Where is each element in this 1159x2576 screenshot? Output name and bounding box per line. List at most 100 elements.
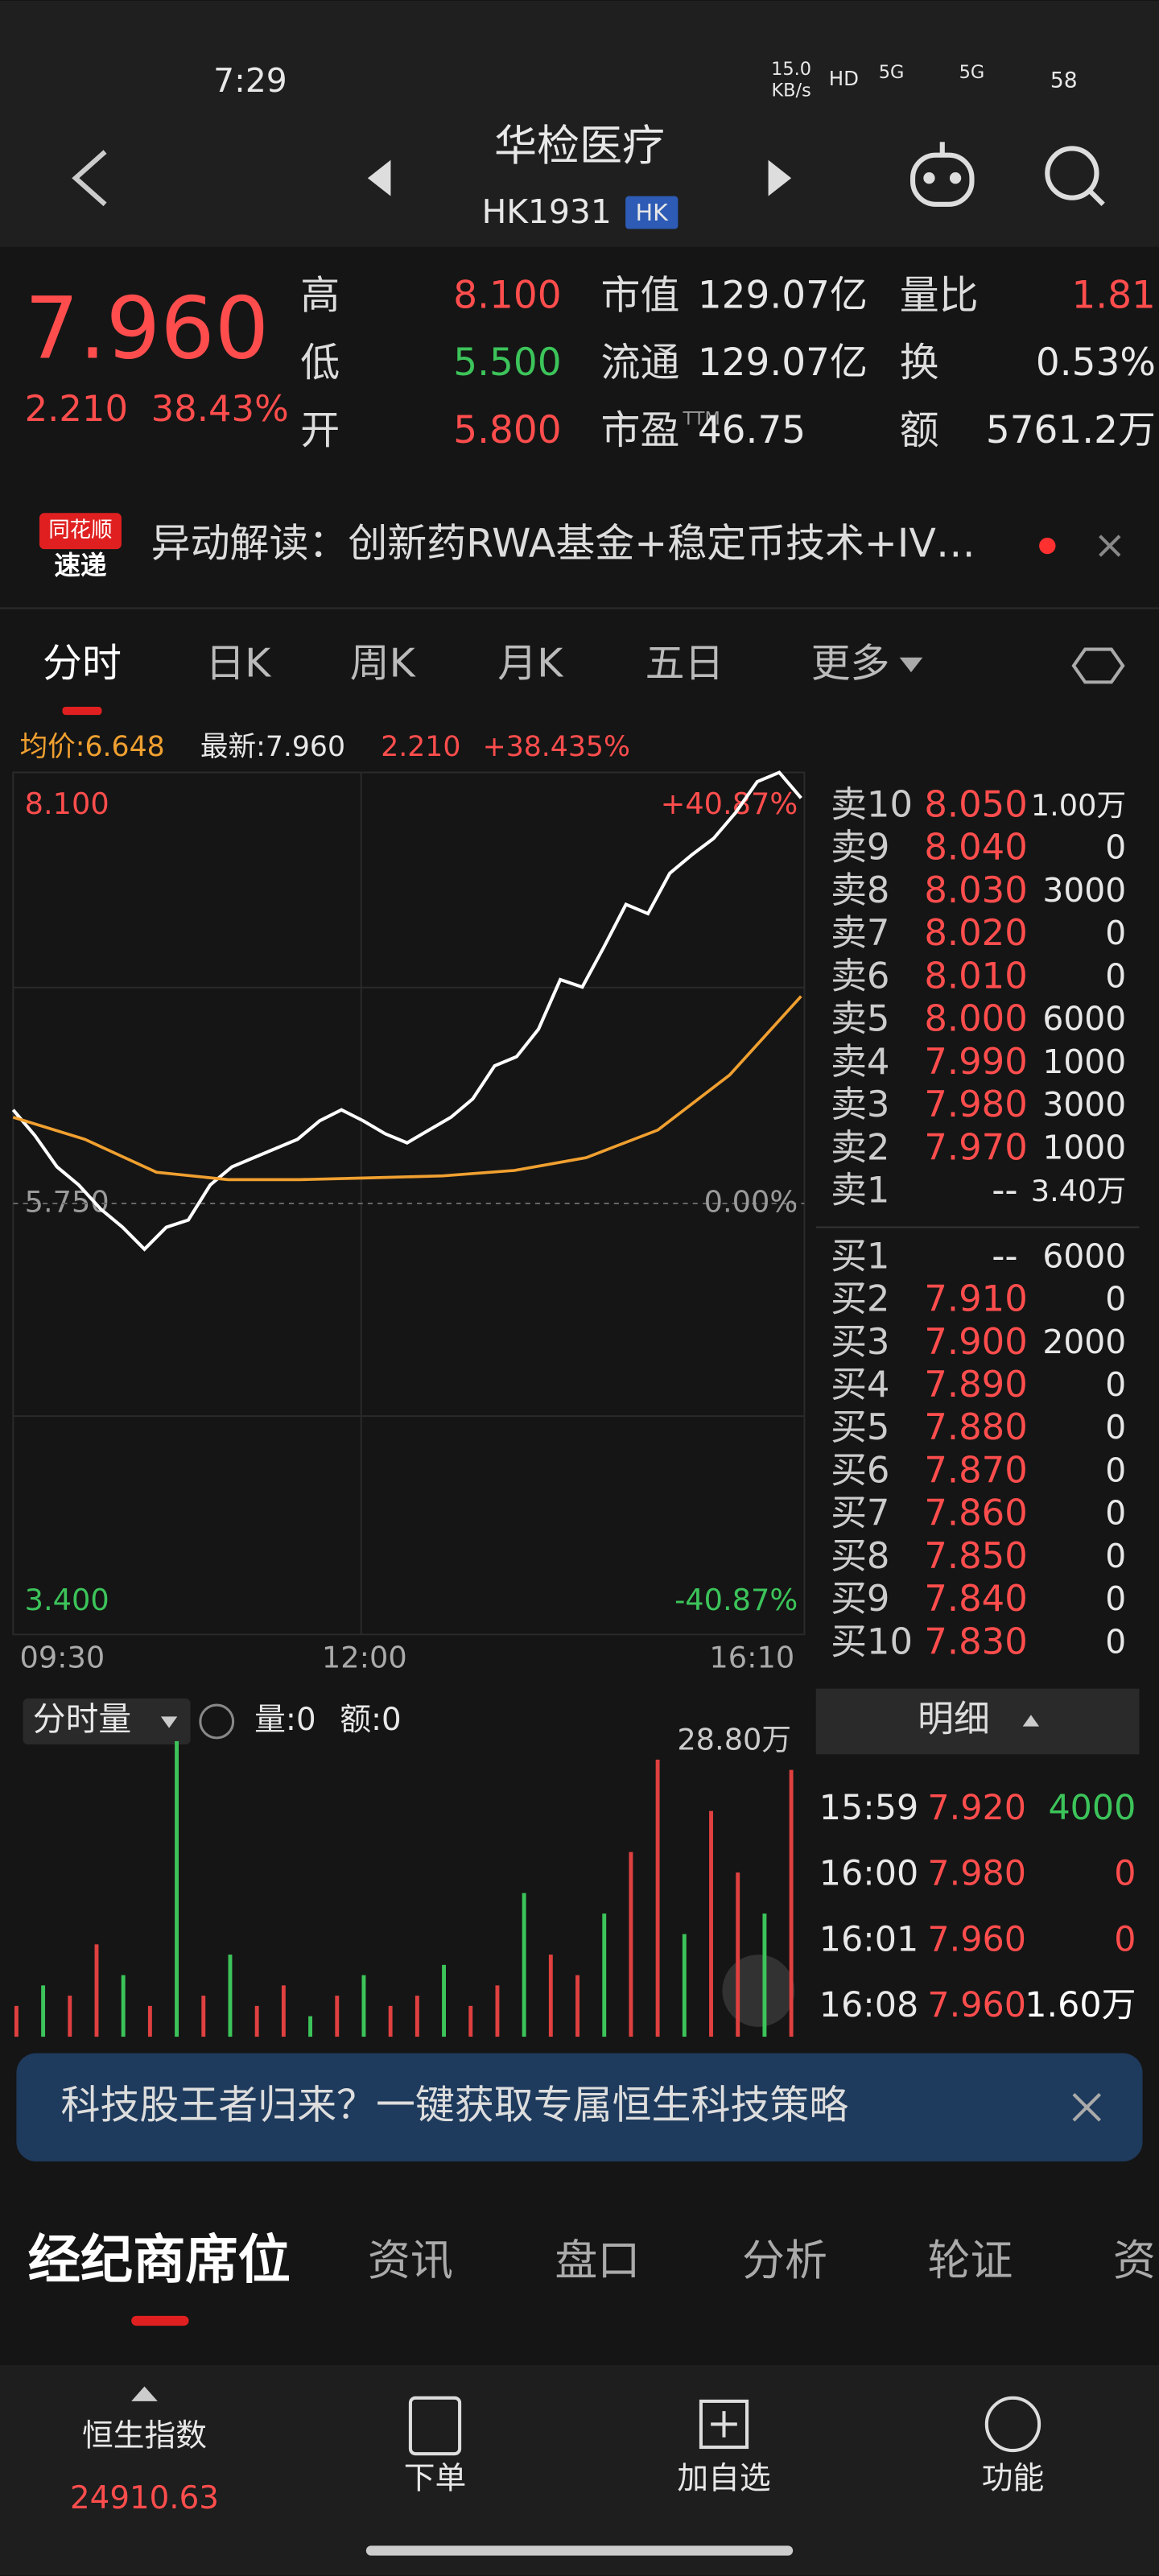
book-label: 卖4 xyxy=(831,1040,889,1083)
index-name[interactable]: 恒生指数 xyxy=(82,2417,207,2454)
net-speed-unit: KB/s xyxy=(771,80,810,101)
book-label: 买5 xyxy=(831,1406,889,1448)
tab[interactable]: 日K xyxy=(205,640,272,686)
volume-bar xyxy=(254,2005,259,2037)
battery: 58 xyxy=(1050,68,1078,93)
stat-label: 高 xyxy=(300,273,340,319)
hd-icon: HD xyxy=(829,67,859,90)
stock-name: 华检医疗 xyxy=(494,121,665,171)
detail-time: 15:59 xyxy=(819,1788,918,1828)
bottom-tab[interactable]: 分析 xyxy=(742,2235,827,2285)
tab[interactable]: 月K xyxy=(497,640,564,686)
x-tick-label: 12:00 xyxy=(322,1640,407,1674)
volume-bar xyxy=(94,1944,99,2037)
market-label: HK xyxy=(636,199,669,226)
book-label: 买7 xyxy=(831,1492,889,1534)
volume-bar xyxy=(68,1996,72,2037)
book-volume: 0 xyxy=(1105,956,1126,995)
volume-bar xyxy=(548,1955,553,2037)
detail-time: 16:01 xyxy=(819,1919,918,1959)
book-volume: 0 xyxy=(1105,1622,1126,1661)
back-button[interactable] xyxy=(72,150,107,207)
change-pct: 38.43% xyxy=(151,387,289,430)
index-value: 24910.63 xyxy=(70,2480,219,2516)
stat-label: 额 xyxy=(900,407,939,453)
book-label: 买8 xyxy=(831,1534,889,1577)
volume-bar xyxy=(629,1852,633,2037)
book-price: -- xyxy=(992,1234,1017,1277)
book-label: 卖7 xyxy=(831,911,889,954)
x-tick-label: 16:10 xyxy=(709,1640,794,1674)
volume-bar xyxy=(415,1996,419,2037)
stat-sup: TTM xyxy=(682,409,720,430)
nav-item[interactable]: 加自选 xyxy=(677,2460,770,2496)
function-icon[interactable] xyxy=(984,2396,1041,2453)
volume-bar xyxy=(14,2005,19,2037)
book-price: 7.840 xyxy=(924,1577,1027,1620)
volume-bar xyxy=(789,1769,794,2037)
tab[interactable]: 五日 xyxy=(645,640,724,686)
book-price: 7.900 xyxy=(924,1320,1027,1363)
help-icon[interactable] xyxy=(199,1703,235,1740)
book-price: 7.980 xyxy=(924,1083,1027,1125)
order-icon[interactable] xyxy=(408,2396,462,2456)
bottom-tab[interactable]: 经纪商席位 xyxy=(28,2230,291,2291)
book-price: 7.860 xyxy=(924,1492,1027,1534)
book-label: 卖6 xyxy=(831,954,889,997)
more-arrow[interactable] xyxy=(899,657,923,673)
next-stock[interactable] xyxy=(768,159,792,196)
news-close[interactable] xyxy=(1099,535,1121,557)
y2-tick-label: -40.87% xyxy=(674,1583,798,1617)
robot-icon[interactable] xyxy=(909,142,975,207)
detail-volume: 0 xyxy=(1114,1919,1136,1959)
banner-text[interactable]: 科技股王者归来？一键获取专属恒生科技策略 xyxy=(60,2082,848,2128)
index-arrow xyxy=(131,2386,158,2401)
detail-header[interactable] xyxy=(815,1688,1140,1755)
book-price: 8.010 xyxy=(924,954,1027,997)
book-label: 买10 xyxy=(831,1620,913,1662)
book-price: 7.830 xyxy=(924,1620,1027,1662)
book-label: 买9 xyxy=(831,1577,889,1620)
fullscreen-button[interactable] xyxy=(722,1955,795,2027)
book-label: 买3 xyxy=(831,1320,889,1363)
bottom-tab[interactable]: 盘口 xyxy=(555,2235,640,2285)
news-text[interactable]: 异动解读：创新药RWA基金+稳定币技术+IV… xyxy=(151,521,975,567)
tab[interactable]: 分时 xyxy=(43,640,122,686)
volume-selector[interactable] xyxy=(23,1698,191,1745)
tab[interactable]: 更多 xyxy=(811,640,890,686)
header-bg xyxy=(0,0,1159,247)
banner-close[interactable] xyxy=(1072,2093,1102,2122)
detail-title[interactable]: 明细 xyxy=(918,1697,990,1740)
volume-bar xyxy=(602,1913,607,2037)
search-icon[interactable] xyxy=(1045,146,1105,206)
bottom-tab[interactable]: 资 xyxy=(1113,2235,1156,2285)
banner[interactable] xyxy=(16,2053,1143,2162)
tab[interactable]: 周K xyxy=(350,640,417,686)
prev-stock[interactable] xyxy=(367,159,391,196)
book-label: 卖1 xyxy=(831,1168,889,1211)
stat-label: 开 xyxy=(300,407,340,453)
nav-item[interactable]: 功能 xyxy=(982,2460,1045,2496)
bottom-tab[interactable]: 轮证 xyxy=(927,2235,1013,2285)
volume-bar xyxy=(709,1810,713,2037)
net-type: 5G xyxy=(879,62,905,83)
stat-label: 市值 xyxy=(601,273,680,319)
stock-code: HK1931 xyxy=(482,192,612,231)
book-volume: 1000 xyxy=(1042,1128,1126,1166)
detail-time: 16:08 xyxy=(819,1985,918,2025)
book-volume: 0 xyxy=(1105,1537,1126,1575)
nav-item[interactable]: 下单 xyxy=(404,2460,466,2496)
volume-arrow xyxy=(160,1716,178,1728)
settings-icon[interactable] xyxy=(1071,647,1125,684)
stat-value: 5.500 xyxy=(453,341,561,385)
book-volume: 6000 xyxy=(1042,1236,1126,1275)
book-volume: 0 xyxy=(1105,1579,1126,1618)
x-tick-label: 09:30 xyxy=(19,1640,105,1674)
bottom-tab[interactable]: 资讯 xyxy=(368,2235,453,2285)
book-label: 买2 xyxy=(831,1278,889,1320)
add-icon[interactable] xyxy=(699,2399,749,2450)
book-volume: 3000 xyxy=(1042,871,1126,910)
book-label: 买4 xyxy=(831,1363,889,1406)
